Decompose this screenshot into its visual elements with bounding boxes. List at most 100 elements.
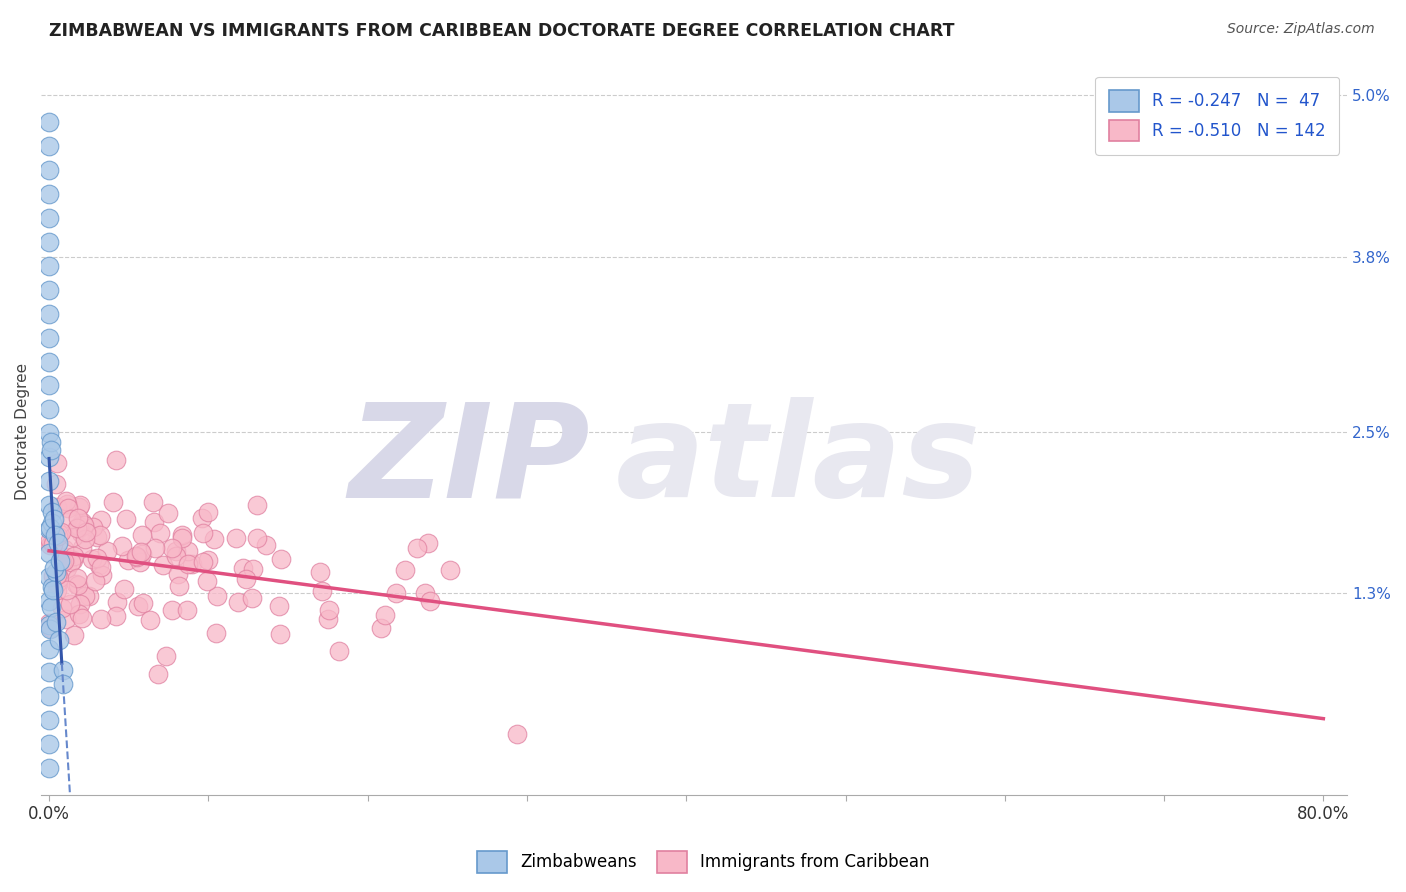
- Point: [38, 617, 60, 632]
- Point: [70, 541, 93, 556]
- Point: [172, 531, 194, 545]
- Point: [193, 526, 215, 541]
- Point: [67, 607, 90, 621]
- Point: [39, 434, 62, 449]
- Point: [191, 511, 214, 525]
- Point: [38, 737, 60, 751]
- Point: [38, 641, 60, 656]
- Point: [117, 553, 139, 567]
- Point: [75, 532, 97, 546]
- Point: [51, 600, 73, 615]
- Point: [45, 615, 67, 629]
- Point: [89, 527, 111, 541]
- Point: [394, 564, 416, 578]
- Point: [162, 603, 184, 617]
- Point: [90, 612, 112, 626]
- Point: [38, 570, 60, 584]
- Point: [139, 613, 162, 627]
- Point: [66, 577, 89, 591]
- Point: [49, 524, 72, 539]
- Point: [143, 541, 166, 555]
- Text: Source: ZipAtlas.com: Source: ZipAtlas.com: [1227, 22, 1375, 37]
- Point: [44, 527, 66, 541]
- Point: [270, 552, 292, 566]
- Point: [111, 539, 134, 553]
- Point: [309, 565, 332, 579]
- Point: [419, 594, 441, 608]
- Point: [59, 598, 82, 612]
- Point: [165, 544, 187, 558]
- Point: [80, 551, 103, 566]
- Point: [70, 515, 93, 529]
- Point: [39, 538, 62, 552]
- Point: [67, 500, 90, 515]
- Point: [91, 568, 114, 582]
- Point: [202, 532, 225, 546]
- Point: [42, 561, 65, 575]
- Point: [59, 555, 82, 569]
- Point: [38, 235, 60, 249]
- Point: [38, 522, 60, 536]
- Point: [232, 561, 254, 575]
- Point: [63, 628, 86, 642]
- Point: [242, 562, 264, 576]
- Point: [225, 532, 247, 546]
- Point: [112, 582, 135, 596]
- Point: [70, 610, 93, 624]
- Point: [38, 714, 60, 728]
- Point: [129, 545, 152, 559]
- Point: [318, 602, 340, 616]
- Point: [197, 505, 219, 519]
- Point: [86, 551, 108, 566]
- Point: [38, 690, 60, 704]
- Point: [127, 549, 149, 564]
- Point: [38, 378, 60, 392]
- Point: [38, 211, 60, 225]
- Point: [52, 676, 75, 690]
- Point: [235, 572, 257, 586]
- Point: [66, 571, 89, 585]
- Point: [44, 566, 66, 580]
- Point: [374, 608, 396, 623]
- Point: [46, 567, 69, 582]
- Point: [52, 663, 75, 677]
- Point: [75, 589, 97, 603]
- Point: [46, 568, 69, 582]
- Point: [170, 528, 193, 542]
- Point: [142, 515, 165, 529]
- Point: [413, 586, 436, 600]
- Point: [45, 500, 67, 515]
- Point: [127, 599, 149, 613]
- Text: atlas: atlas: [616, 397, 981, 524]
- Point: [38, 593, 60, 607]
- Point: [177, 543, 200, 558]
- Point: [38, 402, 60, 417]
- Point: [38, 163, 60, 178]
- Point: [328, 644, 350, 658]
- Point: [267, 599, 290, 613]
- Point: [311, 583, 333, 598]
- Point: [42, 569, 65, 583]
- Point: [69, 498, 91, 512]
- Point: [48, 571, 70, 585]
- Point: [77, 589, 100, 603]
- Point: [169, 579, 191, 593]
- Point: [55, 550, 77, 565]
- Point: [101, 495, 124, 509]
- Point: [38, 546, 60, 560]
- Point: [128, 555, 150, 569]
- Point: [105, 452, 128, 467]
- Point: [146, 666, 169, 681]
- Point: [131, 527, 153, 541]
- Point: [73, 517, 96, 532]
- Point: [55, 561, 77, 575]
- Point: [197, 553, 219, 567]
- Point: [38, 426, 60, 441]
- Legend: Zimbabweans, Immigrants from Caribbean: Zimbabweans, Immigrants from Caribbean: [470, 845, 936, 880]
- Point: [60, 512, 83, 526]
- Point: [39, 521, 62, 535]
- Point: [180, 557, 202, 571]
- Point: [132, 596, 155, 610]
- Point: [38, 115, 60, 129]
- Point: [87, 558, 110, 572]
